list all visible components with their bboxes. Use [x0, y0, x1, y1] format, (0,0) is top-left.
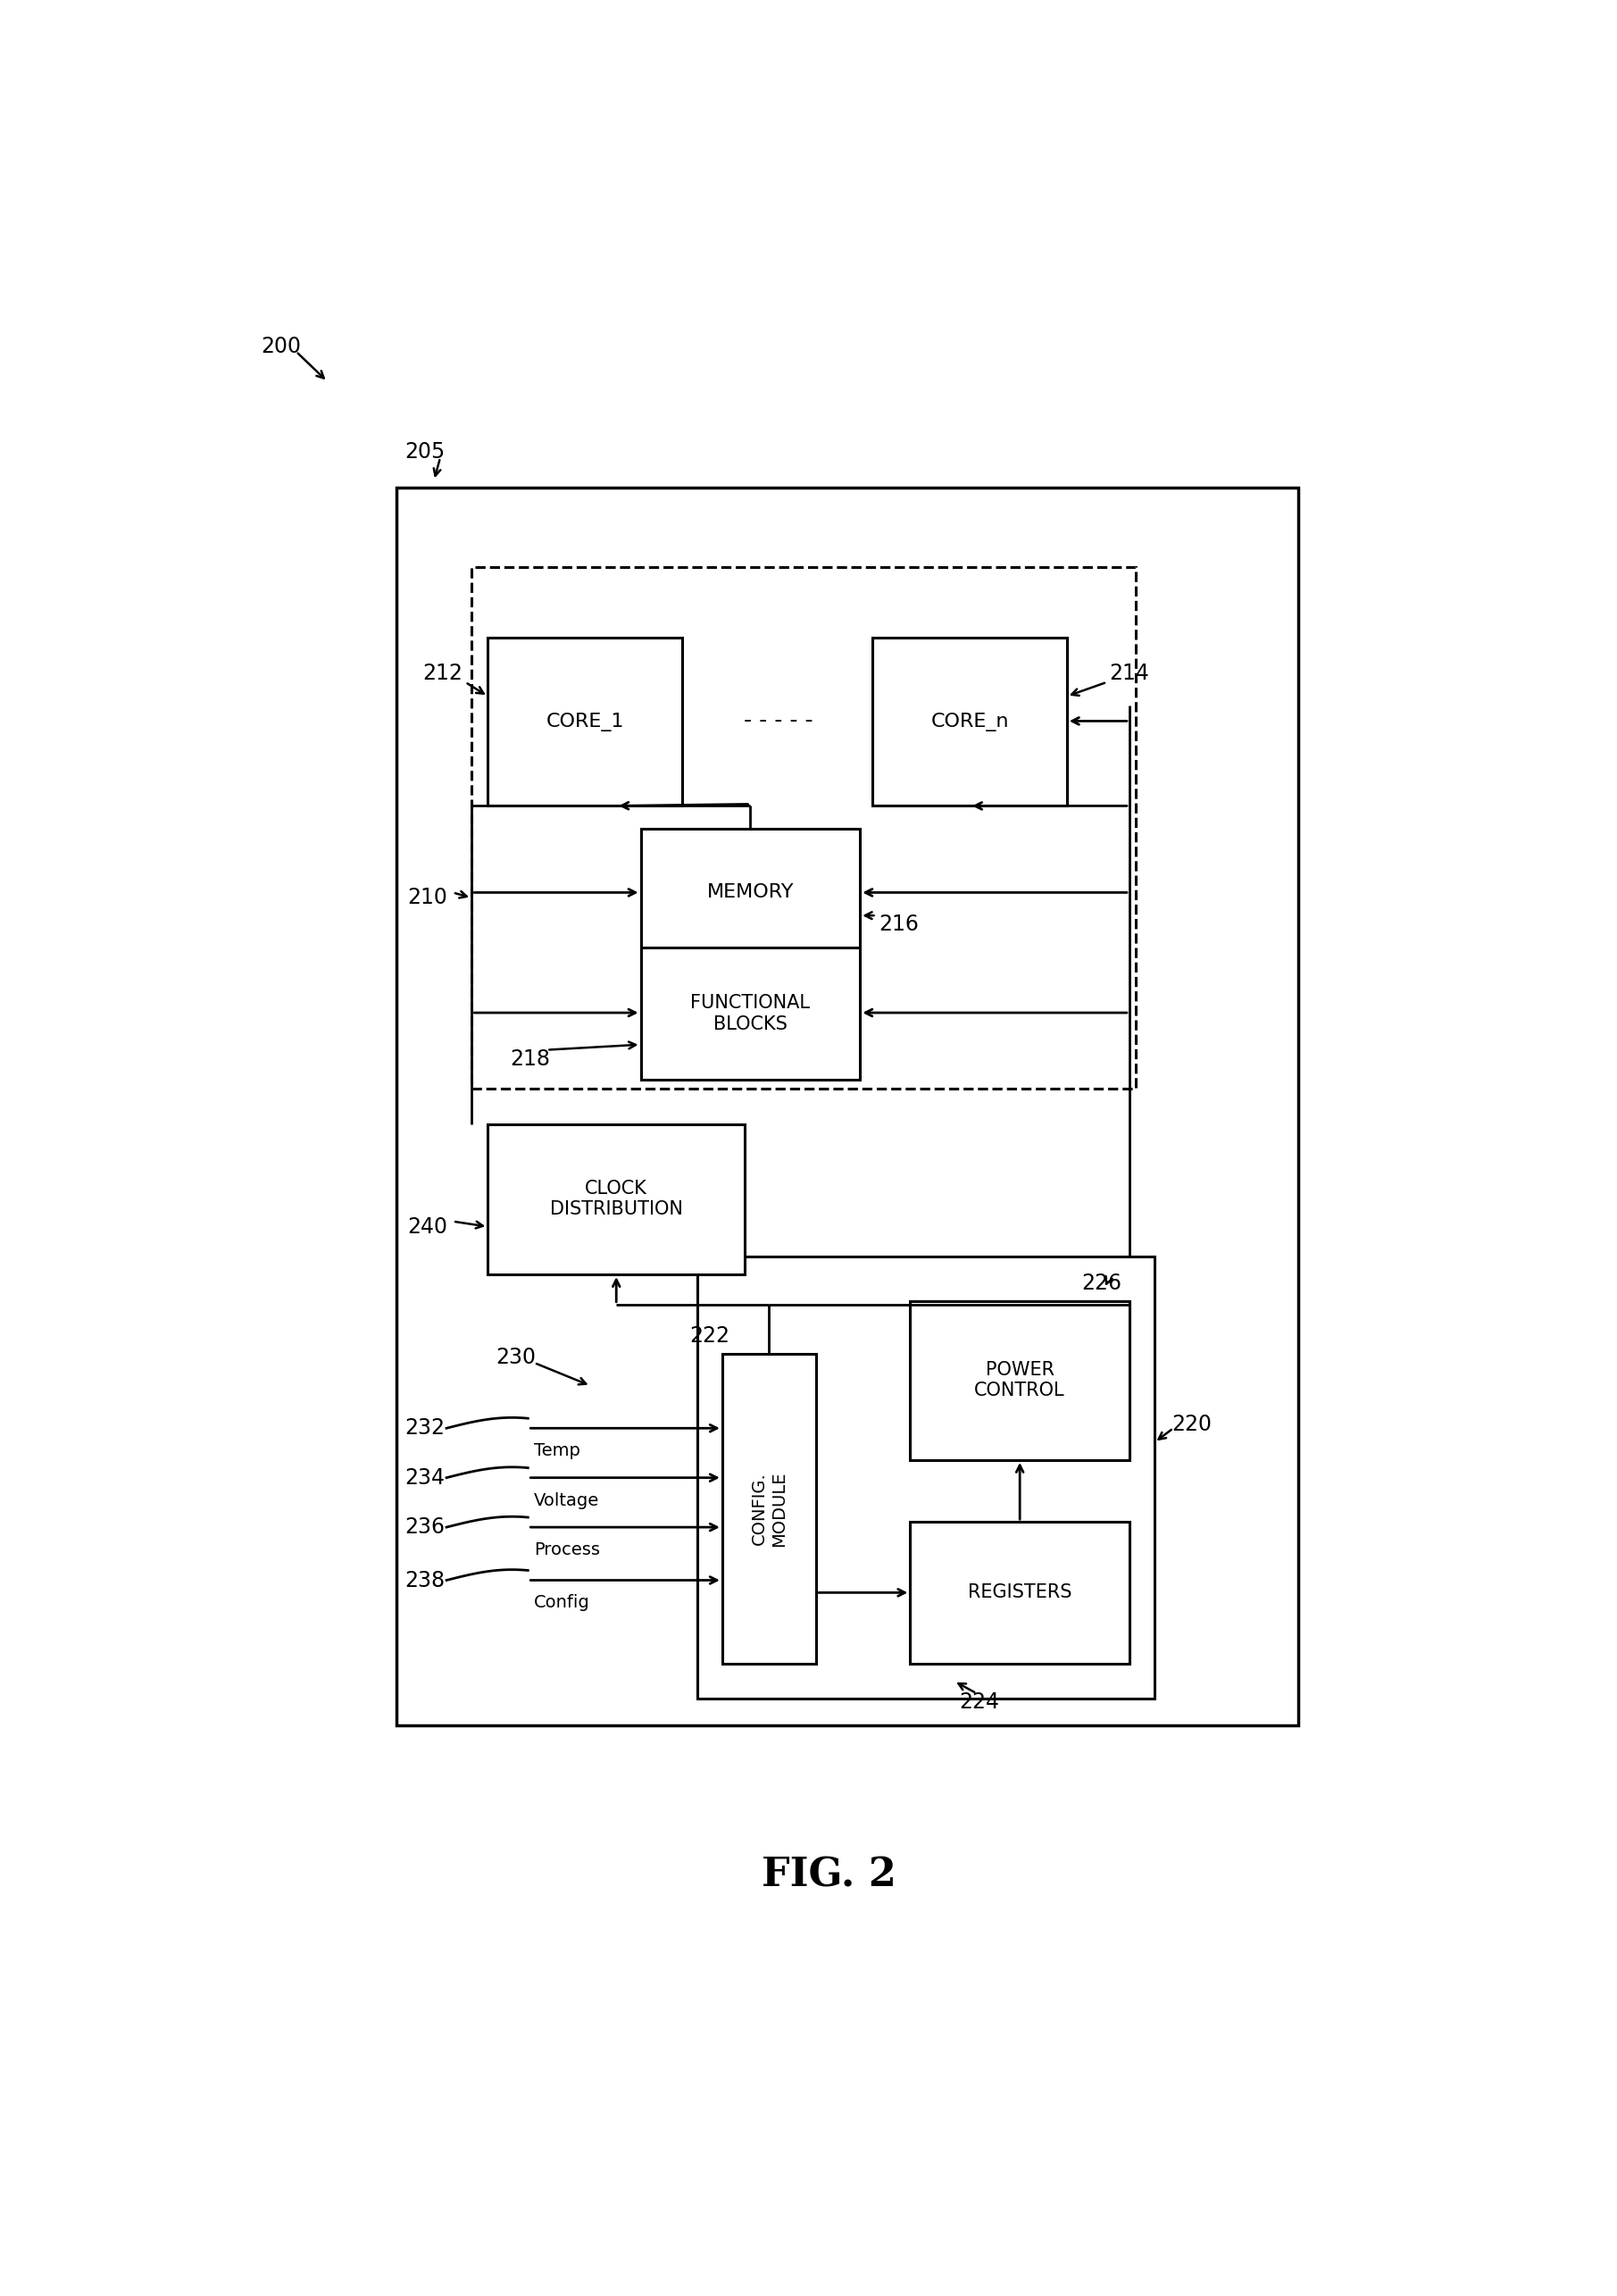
- Text: Config: Config: [534, 1593, 590, 1612]
- Bar: [640, 948, 860, 1079]
- Text: 214: 214: [1109, 664, 1150, 684]
- Text: 216: 216: [880, 914, 918, 934]
- Bar: [873, 638, 1067, 806]
- Bar: [488, 1125, 745, 1274]
- Bar: [723, 1355, 817, 1662]
- Bar: [910, 1522, 1130, 1662]
- Text: - - - - -: - - - - -: [744, 709, 813, 732]
- Text: CORE_1: CORE_1: [547, 712, 624, 732]
- Text: Temp: Temp: [534, 1442, 581, 1460]
- Text: 222: 222: [689, 1325, 729, 1348]
- Text: 226: 226: [1082, 1272, 1122, 1295]
- Text: 236: 236: [406, 1515, 445, 1538]
- Bar: [472, 567, 1135, 1088]
- Text: 212: 212: [422, 664, 462, 684]
- Bar: [488, 638, 682, 806]
- Text: 205: 205: [404, 441, 445, 464]
- Text: 218: 218: [511, 1047, 550, 1070]
- Text: Voltage: Voltage: [534, 1492, 600, 1508]
- Text: 200: 200: [260, 335, 301, 356]
- Text: 238: 238: [404, 1570, 445, 1591]
- Bar: [910, 1302, 1130, 1460]
- Text: 220: 220: [1172, 1414, 1213, 1435]
- Bar: [640, 829, 860, 955]
- Text: 234: 234: [406, 1467, 445, 1488]
- Text: 232: 232: [406, 1417, 445, 1440]
- Text: CLOCK
DISTRIBUTION: CLOCK DISTRIBUTION: [550, 1180, 682, 1219]
- Bar: [396, 487, 1298, 1724]
- Text: REGISTERS: REGISTERS: [969, 1584, 1072, 1603]
- Text: Process: Process: [534, 1541, 600, 1559]
- Text: 224: 224: [959, 1692, 999, 1713]
- Bar: [697, 1256, 1155, 1699]
- Text: POWER
CONTROL: POWER CONTROL: [975, 1362, 1066, 1401]
- Text: 240: 240: [407, 1217, 448, 1238]
- Text: 210: 210: [407, 886, 448, 909]
- Text: MEMORY: MEMORY: [707, 884, 794, 902]
- Text: 230: 230: [495, 1348, 535, 1368]
- Text: CORE_n: CORE_n: [931, 712, 1009, 732]
- Text: CONFIG.
MODULE: CONFIG. MODULE: [750, 1472, 787, 1548]
- Text: FIG. 2: FIG. 2: [762, 1855, 896, 1894]
- Text: FUNCTIONAL
BLOCKS: FUNCTIONAL BLOCKS: [690, 994, 810, 1033]
